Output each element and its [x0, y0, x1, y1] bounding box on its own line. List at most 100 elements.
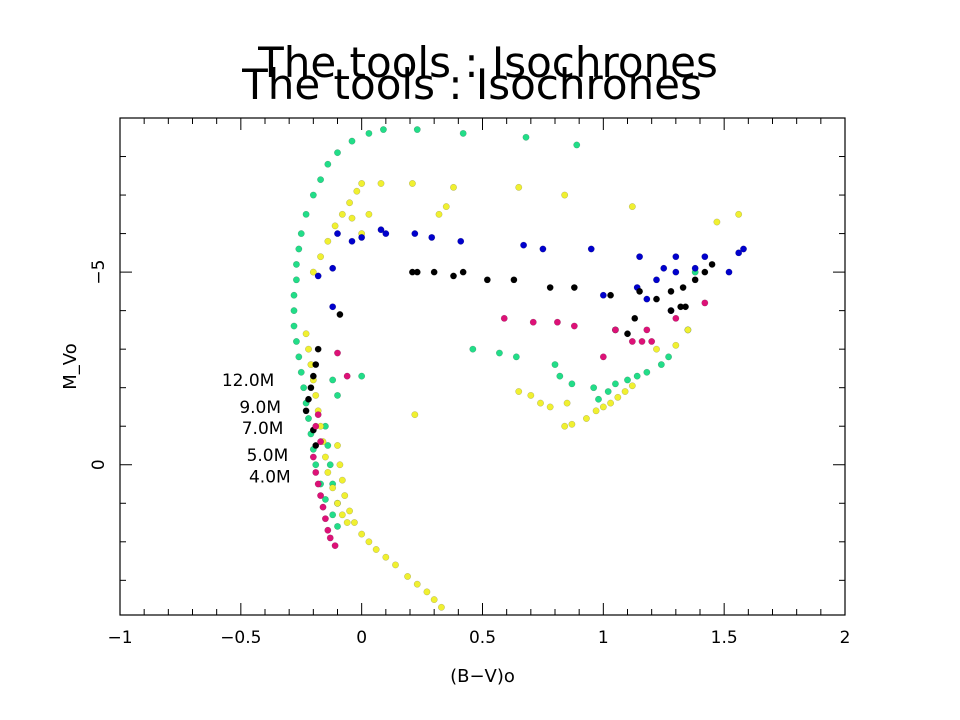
data-point: [430, 596, 438, 604]
data-point: [624, 376, 631, 384]
data-point: [413, 580, 421, 588]
data-point: [684, 326, 692, 334]
data-point: [672, 268, 680, 276]
data-point: [314, 411, 322, 419]
data-point: [611, 380, 619, 388]
data-point: [297, 368, 305, 376]
data-point: [358, 530, 366, 538]
x-tick-label: 1.5: [711, 628, 738, 648]
data-point: [312, 391, 320, 399]
data-point: [346, 199, 354, 207]
data-point: [667, 287, 675, 295]
data-point: [657, 361, 665, 369]
data-point: [459, 268, 467, 276]
data-point: [621, 388, 629, 395]
data-point: [442, 203, 450, 211]
data-point: [290, 322, 298, 330]
data-point: [309, 372, 317, 380]
data-point: [305, 415, 312, 422]
data-point: [546, 284, 554, 291]
data-point: [469, 345, 477, 353]
data-point: [512, 353, 520, 361]
data-point: [338, 511, 346, 519]
data-point: [483, 276, 491, 284]
data-point: [336, 461, 344, 469]
data-point: [309, 268, 317, 276]
data-point: [735, 249, 743, 257]
data-point: [672, 314, 680, 322]
data-point: [341, 492, 349, 500]
data-point: [636, 253, 644, 261]
data-point: [553, 318, 561, 326]
data-point: [459, 129, 467, 137]
data-point: [614, 393, 622, 401]
data-point: [515, 183, 523, 191]
data-point: [353, 187, 361, 195]
x-tick-label: 2: [840, 628, 851, 648]
chart-axes: [119, 117, 846, 616]
data-point: [677, 303, 685, 311]
y-tick-label: 0: [89, 459, 109, 470]
data-point: [334, 149, 341, 157]
data-point: [321, 495, 329, 503]
data-point: [307, 384, 315, 392]
x-tick-label: −0.5: [220, 628, 261, 648]
data-point: [573, 141, 581, 149]
data-point: [595, 395, 602, 403]
data-point: [653, 295, 660, 303]
data-point: [329, 303, 337, 311]
data-point: [515, 388, 523, 395]
data-point: [317, 438, 325, 446]
data-point: [302, 330, 310, 338]
chart-points: [290, 126, 747, 611]
data-point: [317, 492, 325, 500]
mass-annotation: 9.0M: [239, 398, 281, 418]
data-point: [358, 180, 366, 187]
data-point: [365, 129, 373, 137]
data-point: [607, 399, 615, 407]
data-point: [556, 372, 564, 380]
data-point: [520, 241, 528, 249]
mass-annotation: 4.0M: [249, 467, 291, 487]
data-point: [317, 176, 325, 184]
data-point: [312, 461, 320, 469]
data-point: [660, 264, 668, 272]
data-point: [408, 180, 416, 187]
data-point: [643, 326, 651, 334]
data-point: [317, 253, 325, 261]
data-point: [713, 218, 721, 226]
data-point: [319, 503, 327, 511]
data-point: [292, 338, 300, 345]
data-point: [653, 276, 660, 284]
data-point: [495, 349, 503, 357]
data-point: [691, 276, 699, 284]
data-point: [358, 233, 366, 241]
data-point: [309, 191, 317, 199]
data-point: [667, 307, 675, 315]
data-point: [435, 210, 443, 218]
data-point: [329, 511, 337, 519]
data-point: [599, 353, 607, 361]
data-point: [413, 268, 421, 276]
data-point: [561, 422, 569, 430]
data-point: [305, 395, 312, 403]
data-point: [290, 307, 298, 315]
data-point: [305, 345, 312, 353]
data-point: [607, 291, 615, 299]
data-point: [346, 507, 354, 515]
data-point: [329, 264, 337, 272]
data-point: [611, 326, 619, 334]
data-point: [343, 372, 351, 380]
slide-title-shadow: The tools : Isochrones: [242, 60, 702, 109]
data-point: [329, 484, 337, 492]
data-point: [628, 338, 636, 345]
data-point: [329, 376, 337, 384]
data-point: [334, 349, 341, 357]
data-point: [725, 268, 733, 276]
data-point: [324, 237, 332, 245]
data-point: [604, 388, 612, 395]
data-point: [500, 314, 508, 322]
data-point: [312, 361, 320, 369]
data-point: [413, 126, 421, 134]
data-point: [302, 407, 310, 415]
